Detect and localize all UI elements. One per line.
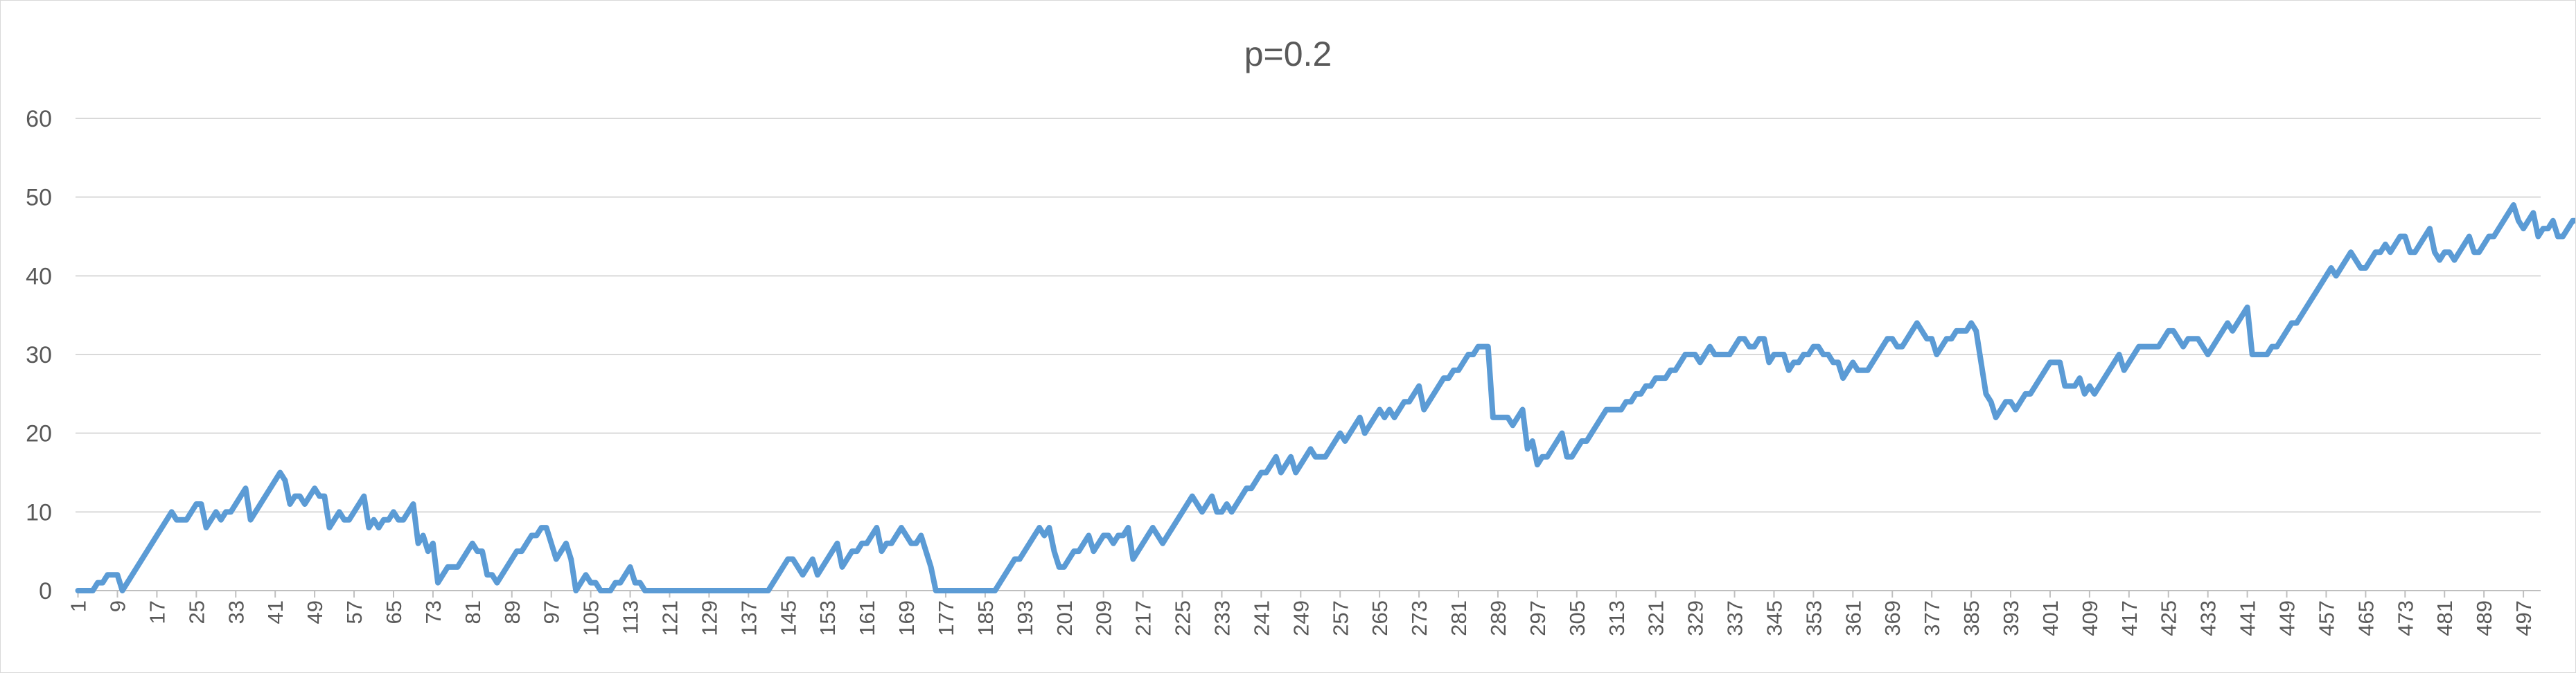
x-tick-label: 185 <box>973 600 998 636</box>
x-tick-label: 89 <box>500 600 524 624</box>
x-tick-label: 257 <box>1328 600 1352 636</box>
x-tick-label: 241 <box>1249 600 1273 636</box>
x-tick-label: 473 <box>2393 600 2417 636</box>
x-tick-label: 401 <box>2038 600 2063 636</box>
x-tick-label: 497 <box>2512 600 2536 636</box>
chart-title: p=0.2 <box>1244 35 1332 73</box>
x-tick-label: 417 <box>2117 600 2142 636</box>
x-tick-label: 273 <box>1407 600 1431 636</box>
x-tick-label: 1 <box>67 600 91 612</box>
x-tick-label: 305 <box>1565 600 1589 636</box>
x-tick-label: 313 <box>1605 600 1629 636</box>
x-tick-label: 409 <box>2078 600 2102 636</box>
x-tick-label: 121 <box>658 600 682 636</box>
x-tick-label: 217 <box>1131 600 1156 636</box>
x-tick-label: 265 <box>1368 600 1392 636</box>
y-tick-label: 40 <box>26 263 52 289</box>
x-tick-label: 337 <box>1723 600 1747 636</box>
y-tick-label: 10 <box>26 499 52 526</box>
y-tick-label: 20 <box>26 421 52 447</box>
x-tick-label: 25 <box>184 600 209 624</box>
x-tick-label: 97 <box>540 600 564 624</box>
x-tick-label: 361 <box>1841 600 1865 636</box>
x-tick-label: 65 <box>382 600 406 624</box>
x-tick-label: 225 <box>1171 600 1195 636</box>
x-tick-label: 233 <box>1210 600 1234 636</box>
x-tick-label: 393 <box>1999 600 2023 636</box>
x-tick-label: 465 <box>2354 600 2378 636</box>
x-tick-label: 153 <box>815 600 840 636</box>
x-tick-label: 369 <box>1880 600 1905 636</box>
x-tick-label: 113 <box>619 600 643 634</box>
x-tick-label: 345 <box>1762 600 1786 636</box>
series-line <box>75 202 2575 593</box>
x-tick-label: 105 <box>579 600 603 636</box>
x-tick-label: 209 <box>1092 600 1116 636</box>
x-tick-label: 9 <box>105 600 130 612</box>
x-tick-label: 353 <box>1801 600 1826 636</box>
x-tick-label: 481 <box>2433 600 2457 636</box>
x-tick-label: 49 <box>303 600 327 624</box>
x-tick-label: 249 <box>1289 600 1313 636</box>
x-tick-label: 177 <box>934 600 958 636</box>
x-tick-label: 297 <box>1526 600 1550 636</box>
x-tick-label: 161 <box>855 600 879 636</box>
x-tick-label: 17 <box>145 600 169 624</box>
x-tick-label: 33 <box>224 600 248 624</box>
y-tick-label: 50 <box>26 185 52 211</box>
x-tick-label: 281 <box>1447 600 1471 636</box>
x-tick-label: 321 <box>1644 600 1668 636</box>
y-axis-tick-labels: 0 10 20 30 40 50 60 <box>26 106 52 604</box>
y-tick-label: 0 <box>39 578 52 604</box>
x-tick-label: 201 <box>1052 600 1077 636</box>
gridlines <box>76 118 2541 513</box>
x-tick-label: 145 <box>776 600 800 636</box>
x-tick-label: 169 <box>894 600 919 636</box>
x-tick-label: 433 <box>2196 600 2221 636</box>
x-tick-label: 457 <box>2314 600 2338 636</box>
x-tick-label: 385 <box>1959 600 1984 636</box>
x-tick-label: 193 <box>1013 600 1037 636</box>
x-tick-label: 137 <box>736 600 761 636</box>
y-tick-label: 30 <box>26 342 52 368</box>
x-tick-label: 329 <box>1684 600 1708 636</box>
x-tick-label: 57 <box>342 600 367 624</box>
x-tick-label: 41 <box>263 600 288 624</box>
x-axis-ticks: 1 9 17 25 33 41 49 57 65 73 81 89 97 105 113 121 129 137 1… <box>67 591 2536 636</box>
x-tick-label: 449 <box>2275 600 2300 636</box>
x-tick-label: 441 <box>2236 600 2260 636</box>
x-tick-label: 81 <box>461 600 485 624</box>
x-tick-label: 73 <box>421 600 445 624</box>
x-tick-label: 129 <box>697 600 721 636</box>
x-tick-label: 377 <box>1920 600 1944 636</box>
x-tick-label: 425 <box>2157 600 2181 636</box>
x-tick-label: 489 <box>2472 600 2496 636</box>
x-tick-label: 289 <box>1486 600 1510 636</box>
series-layer <box>75 202 2575 593</box>
y-tick-label: 60 <box>26 106 52 132</box>
